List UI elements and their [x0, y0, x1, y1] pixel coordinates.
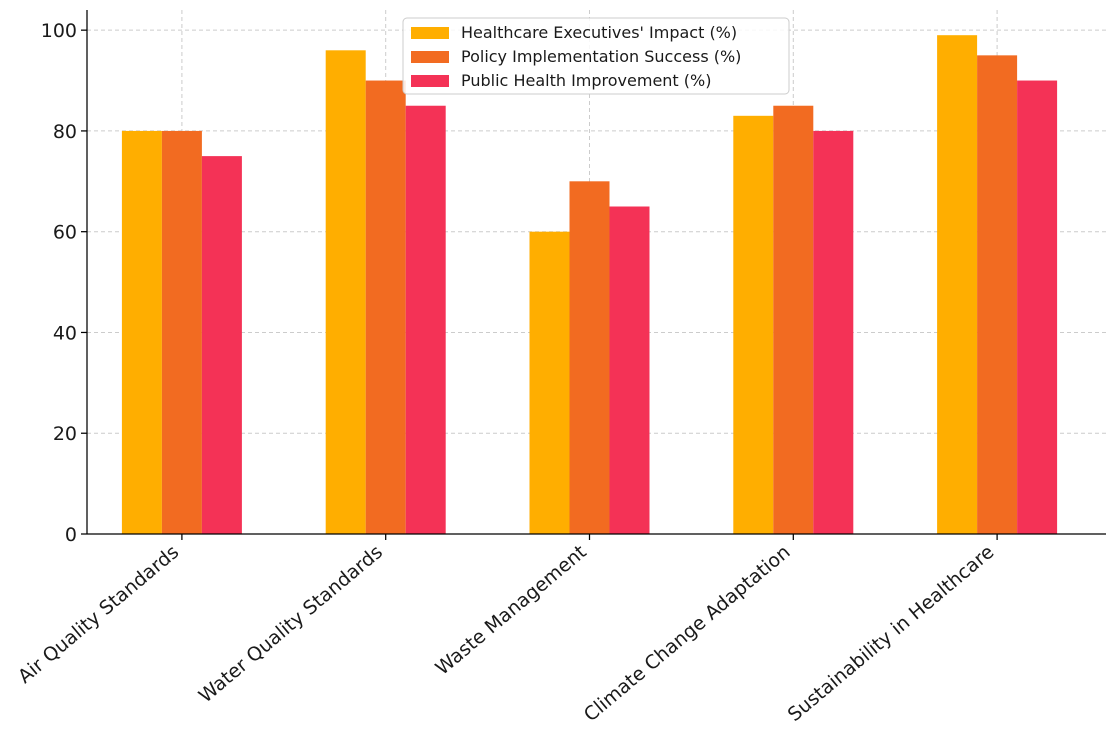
- legend-swatch: [411, 75, 449, 87]
- legend-label: Policy Implementation Success (%): [461, 47, 741, 66]
- bar: [977, 55, 1018, 534]
- bar: [733, 115, 774, 535]
- bar: [529, 231, 570, 534]
- y-tick-label: 20: [53, 423, 77, 445]
- x-category-label: Air Quality Standards: [14, 541, 183, 688]
- legend-box: [402, 17, 790, 95]
- legend-label: Public Health Improvement (%): [461, 71, 711, 90]
- y-tick-label: 80: [53, 121, 77, 143]
- legend: Healthcare Executives' Impact (%) Policy …: [402, 17, 790, 95]
- bar: [365, 80, 406, 535]
- bar: [121, 130, 162, 534]
- y-tick-label: 60: [53, 222, 77, 244]
- x-category-label: Sustainability in Healthcare: [784, 541, 999, 726]
- bars-layer: [121, 35, 1058, 535]
- bar: [201, 156, 242, 534]
- bar: [773, 105, 814, 534]
- bar: [813, 130, 854, 534]
- legend-swatch: [411, 27, 449, 39]
- bar: [937, 35, 978, 534]
- x-category-label: Waste Management: [431, 541, 590, 680]
- bar: [405, 105, 446, 534]
- legend-swatch: [411, 51, 449, 63]
- bar: [569, 181, 610, 535]
- bar: [325, 50, 366, 535]
- x-category-label: Water Quality Standards: [195, 541, 387, 707]
- y-tick-label: 40: [53, 322, 77, 344]
- bar: [1017, 80, 1058, 535]
- bar: [161, 130, 202, 534]
- legend-label: Healthcare Executives' Impact (%): [461, 23, 737, 42]
- y-tick-label: 100: [41, 20, 77, 42]
- x-category-label: Climate Change Adaptation: [580, 541, 795, 726]
- y-tick-label: 0: [65, 524, 77, 546]
- bar: [609, 206, 650, 534]
